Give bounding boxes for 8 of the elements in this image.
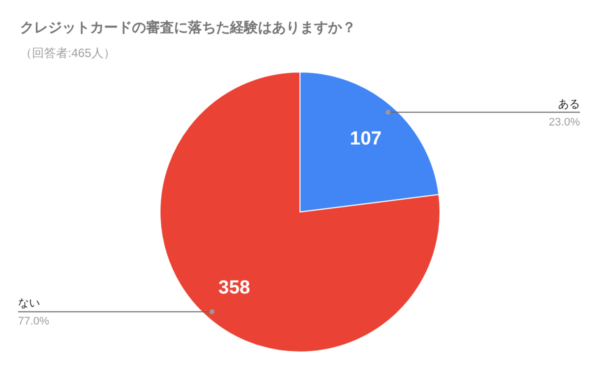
value-label: 77.0% (18, 316, 50, 328)
data-label: 107 (350, 128, 382, 150)
value-label: 23.0% (548, 116, 580, 128)
category-label: ない (18, 298, 40, 310)
subtitle: （回答者:465人） (20, 46, 116, 60)
data-label: 358 (218, 278, 250, 299)
title: クレジットカードの審査に落ちた経験はありますか？ (20, 19, 356, 35)
category-label: ある (558, 98, 580, 110)
